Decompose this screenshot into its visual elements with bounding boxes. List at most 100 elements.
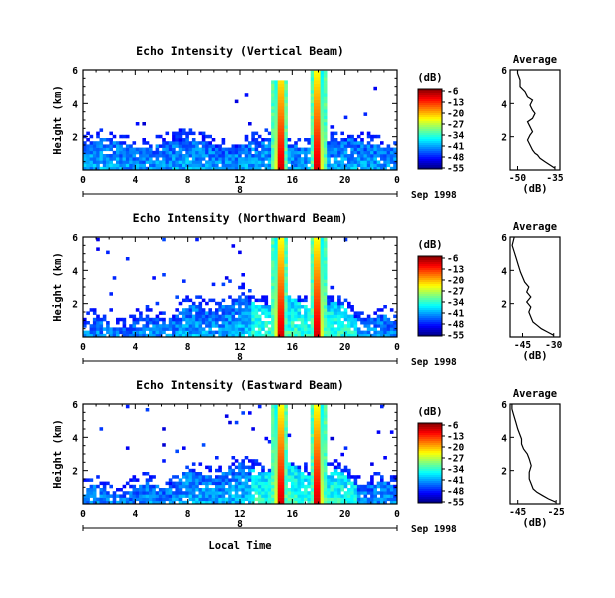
heatmap-cell xyxy=(99,497,104,502)
heatmap-cell xyxy=(320,488,325,492)
heatmap-cell xyxy=(287,324,292,328)
heatmap-cell xyxy=(277,468,282,473)
heatmap-cell xyxy=(162,150,166,155)
heatmap-cell xyxy=(317,305,321,309)
heatmap-cell xyxy=(92,324,97,328)
heatmap-cell xyxy=(327,478,331,482)
heatmap-cell xyxy=(248,311,252,315)
heatmap-cell xyxy=(238,462,242,466)
heatmap-cell xyxy=(284,330,288,335)
heatmap-cell xyxy=(264,295,269,299)
y-tick-label: 4 xyxy=(72,433,78,444)
heatmap-cell xyxy=(215,147,219,152)
heatmap-cell xyxy=(241,497,245,502)
heatmap-cell xyxy=(277,154,282,158)
heatmap-cell xyxy=(102,163,107,168)
heatmap-cell xyxy=(284,282,288,287)
colorbar-label: -13 xyxy=(447,265,464,276)
heatmap-cell xyxy=(314,430,318,434)
heatmap-cell xyxy=(244,166,249,171)
heatmap-cell xyxy=(304,327,308,331)
heatmap-cell xyxy=(158,333,163,338)
heatmap-cell xyxy=(271,308,275,312)
heatmap-cell xyxy=(248,301,252,306)
heatmap-cell xyxy=(363,163,368,168)
heatmap-cell xyxy=(201,131,206,136)
heatmap-cell xyxy=(92,160,97,164)
heatmap-cell xyxy=(191,138,196,142)
heatmap-cell xyxy=(231,468,236,473)
average-x-tick-label: -25 xyxy=(548,507,565,518)
heatmap-cell xyxy=(317,436,321,441)
heatmap-cell xyxy=(208,166,212,171)
heatmap-cell xyxy=(327,324,331,328)
heatmap-cell xyxy=(191,330,196,335)
heatmap-cell xyxy=(314,420,318,425)
heatmap-cell xyxy=(314,298,318,303)
heatmap-cell xyxy=(119,157,123,161)
heatmap-cell xyxy=(254,298,259,303)
heatmap-cell xyxy=(178,166,183,171)
heatmap-cell xyxy=(330,324,335,328)
colorbar-swatch xyxy=(418,155,442,158)
heatmap-cell xyxy=(172,475,176,479)
heatmap-cell xyxy=(261,157,265,161)
heatmap-cell xyxy=(277,301,282,306)
heatmap-cell xyxy=(188,308,193,312)
heatmap-cell xyxy=(112,134,117,139)
heatmap-cell xyxy=(244,295,249,299)
heatmap-cell xyxy=(198,308,203,312)
heatmap-cell xyxy=(294,488,298,492)
heatmap-cell xyxy=(155,147,160,152)
heatmap-cell xyxy=(271,436,275,441)
heatmap-cell xyxy=(106,481,110,486)
heatmap-cell xyxy=(333,491,338,495)
heatmap-cell xyxy=(208,488,212,492)
heatmap-cell xyxy=(175,144,179,148)
heatmap-cell xyxy=(320,125,325,129)
heatmap-cell xyxy=(317,443,321,447)
heatmap-cell xyxy=(277,488,282,492)
heatmap-cell xyxy=(175,134,179,139)
heatmap-cell xyxy=(271,420,275,425)
heatmap-cell xyxy=(317,106,321,110)
heatmap-cell xyxy=(218,147,222,152)
heatmap-cell xyxy=(261,494,265,498)
heatmap-cell xyxy=(277,237,282,242)
heatmap-cell xyxy=(281,462,285,466)
colorbar-swatch xyxy=(418,497,442,500)
heatmap-cell xyxy=(271,260,275,264)
heatmap-cell xyxy=(290,472,295,476)
heatmap-cell xyxy=(281,430,285,434)
heatmap-cell xyxy=(248,154,252,158)
heatmap-cell xyxy=(175,324,179,328)
heatmap-cell xyxy=(254,144,259,148)
heatmap-cell xyxy=(314,74,318,78)
heatmap-cell xyxy=(327,314,331,319)
heatmap-cell xyxy=(347,324,351,328)
heatmap-cell xyxy=(376,321,381,325)
heatmap-cell xyxy=(347,330,351,335)
panel-1: Echo Intensity (Northward Beam)0 4 8 12 16 20… xyxy=(52,211,563,368)
colorbar-swatch xyxy=(418,491,442,494)
heatmap-cell xyxy=(224,488,229,492)
heatmap-cell xyxy=(182,475,186,479)
heatmap-cell xyxy=(274,478,278,482)
heatmap-cell xyxy=(182,484,186,489)
heatmap-cell xyxy=(376,147,381,152)
heatmap-cell xyxy=(267,321,272,325)
heatmap-cell xyxy=(244,472,249,476)
heatmap-cell xyxy=(261,305,265,309)
heatmap-cell xyxy=(366,333,371,338)
heatmap-cell xyxy=(231,333,236,338)
heatmap-cell xyxy=(333,488,338,492)
heatmap-cell xyxy=(211,163,216,168)
heatmap-cell xyxy=(271,449,275,454)
heatmap-cell xyxy=(228,327,232,331)
heatmap-cell xyxy=(383,324,387,328)
heatmap-cell xyxy=(333,472,338,476)
heatmap-cell xyxy=(304,150,308,155)
heatmap-cell xyxy=(234,330,239,335)
heatmap-cell xyxy=(271,266,275,271)
